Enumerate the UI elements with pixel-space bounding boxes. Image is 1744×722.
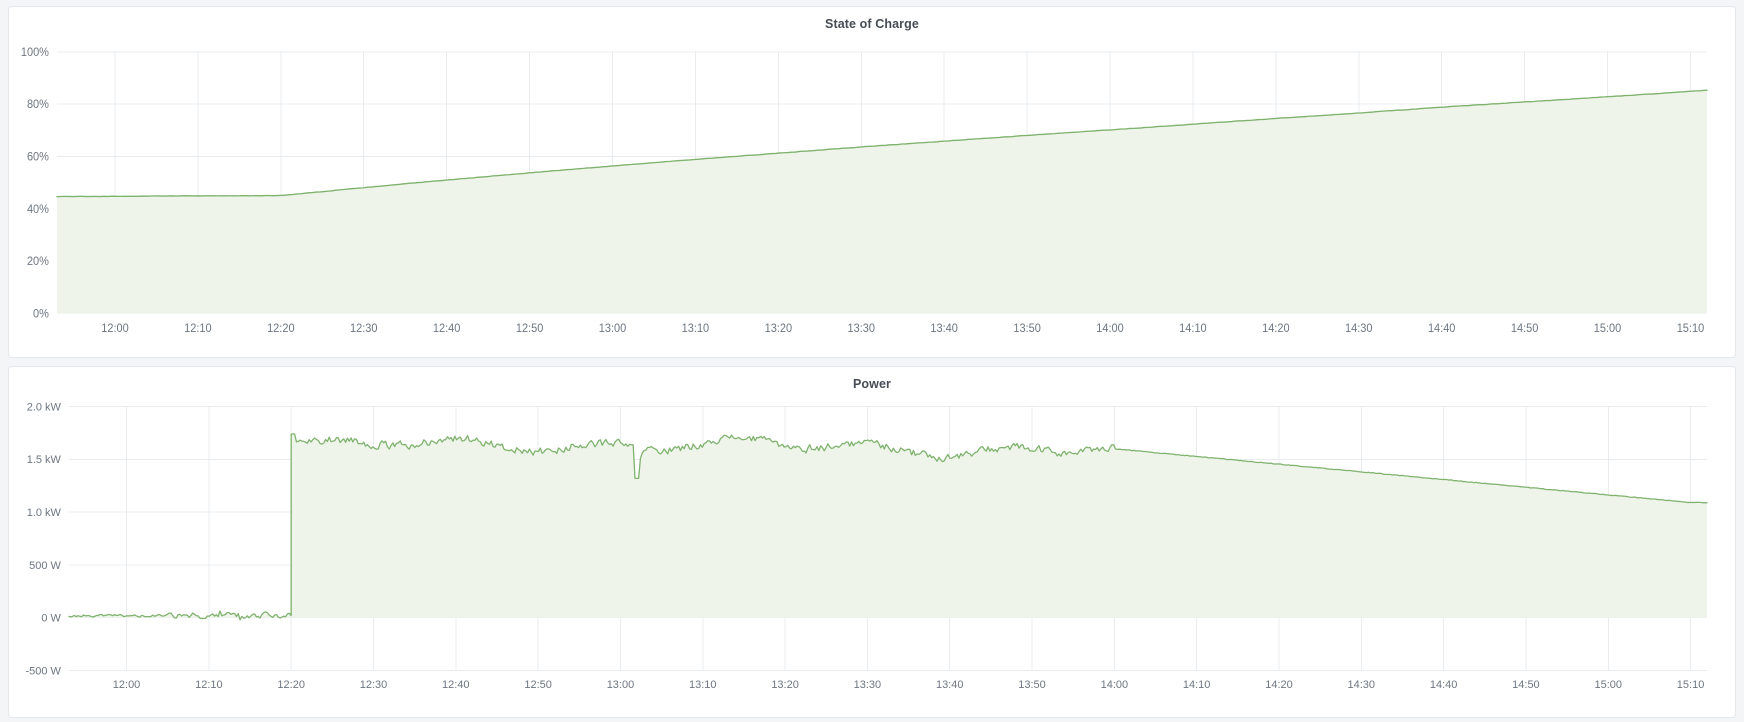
x-axis-tick-label: 15:10 — [1677, 679, 1705, 691]
x-axis-tick-label: 12:40 — [442, 679, 470, 691]
x-axis-tick-label: 14:10 — [1179, 323, 1206, 335]
chart-power: -500 W 0 W 500 W 1.0 kW 1.5 kW 2.0 kW 12:00 12:… — [26, 402, 1708, 691]
x-axis-tick-label: 12:10 — [184, 323, 211, 335]
x-axis-tick-label: 14:00 — [1096, 323, 1123, 335]
x-axis-tick-label: 14:40 — [1430, 679, 1458, 691]
x-axis-tick-label: 14:50 — [1511, 323, 1538, 335]
plot-area-power[interactable]: -500 W 0 W 500 W 1.0 kW 1.5 kW 2.0 kW 12:00 12:… — [9, 393, 1735, 717]
x-axis-tick-label: 14:10 — [1183, 679, 1211, 691]
x-axis-tick-label: 13:20 — [765, 323, 792, 335]
x-axis-tick-label: 13:00 — [607, 679, 635, 691]
y-axis-tick-label: 500 W — [29, 560, 62, 572]
y-axis-tick-label: 80% — [27, 99, 49, 111]
series-line — [68, 433, 1708, 621]
panel-state-of-charge: State of Charge 0% 20% 40% 60% 80% 100% 12:00 1… — [8, 6, 1736, 358]
series-line — [56, 89, 1708, 198]
series-area-fill — [56, 90, 1708, 314]
x-axis-tick-label: 14:30 — [1348, 679, 1376, 691]
x-axis-tick-label: 12:50 — [524, 679, 552, 691]
x-axis-tick-label: 12:10 — [195, 679, 223, 691]
x-axis-tick-label: 14:20 — [1262, 323, 1289, 335]
x-axis-tick-label: 15:10 — [1677, 323, 1704, 335]
x-axis-tick-label: 14:00 — [1101, 679, 1129, 691]
x-axis-tick-label: 12:20 — [277, 679, 305, 691]
x-axis-tick-label: 15:00 — [1595, 679, 1623, 691]
x-axis-tick-label: 14:50 — [1512, 679, 1540, 691]
y-axis-tick-label: 0% — [33, 308, 49, 320]
y-axis-tick-label: -500 W — [26, 665, 62, 677]
x-axis-tick-label: 13:40 — [936, 679, 964, 691]
y-axis-tick-label: 1.5 kW — [27, 454, 62, 466]
y-axis-tick-label: 100% — [21, 47, 49, 59]
x-axis-tick-label: 12:20 — [267, 323, 294, 335]
x-axis-tick-label: 13:10 — [682, 323, 709, 335]
y-axis-tick-label: 60% — [27, 151, 49, 163]
x-axis-tick-label: 14:20 — [1265, 679, 1293, 691]
x-axis-tick-label: 15:00 — [1594, 323, 1621, 335]
x-axis-tick-label: 13:40 — [930, 323, 957, 335]
y-axis-tick-label: 2.0 kW — [27, 402, 62, 414]
x-axis-tick-label: 12:30 — [350, 323, 377, 335]
x-axis-tick-label: 13:30 — [848, 323, 875, 335]
chart-state-of-charge: 0% 20% 40% 60% 80% 100% 12:00 12:10 12:20 12:30 12… — [21, 47, 1708, 335]
y-axis-tick-label: 0 W — [41, 613, 61, 625]
x-axis-tick-label: 12:30 — [360, 679, 388, 691]
x-axis-tick-label: 13:30 — [854, 679, 882, 691]
panel-title-state-of-charge: State of Charge — [825, 17, 919, 31]
y-axis-tick-label: 1.0 kW — [27, 507, 62, 519]
series-area-fill — [68, 434, 1708, 620]
panel-power: Power -500 W 0 W 500 W 1.0 kW 1.5 kW 2.0 kW 12… — [8, 366, 1736, 718]
x-axis-tick-label: 14:30 — [1345, 323, 1372, 335]
x-axis-tick-label: 12:00 — [113, 679, 141, 691]
x-axis-tick-label: 13:10 — [689, 679, 717, 691]
x-axis-tick-label: 13:20 — [771, 679, 799, 691]
panel-title-power: Power — [852, 377, 891, 391]
x-axis-tick-label: 14:40 — [1428, 323, 1455, 335]
x-axis-tick-label: 13:50 — [1013, 323, 1040, 335]
x-axis-tick-label: 12:50 — [516, 323, 543, 335]
x-axis-tick-label: 13:50 — [1018, 679, 1046, 691]
x-axis-tick-label: 12:40 — [433, 323, 460, 335]
y-axis-tick-label: 20% — [27, 256, 49, 268]
x-axis-tick-label: 12:00 — [101, 323, 128, 335]
x-axis-tick-label: 13:00 — [599, 323, 626, 335]
plot-area-state-of-charge[interactable]: 0% 20% 40% 60% 80% 100% 12:00 12:10 12:20 12:30 12… — [9, 33, 1735, 357]
y-axis-tick-label: 40% — [27, 204, 49, 216]
